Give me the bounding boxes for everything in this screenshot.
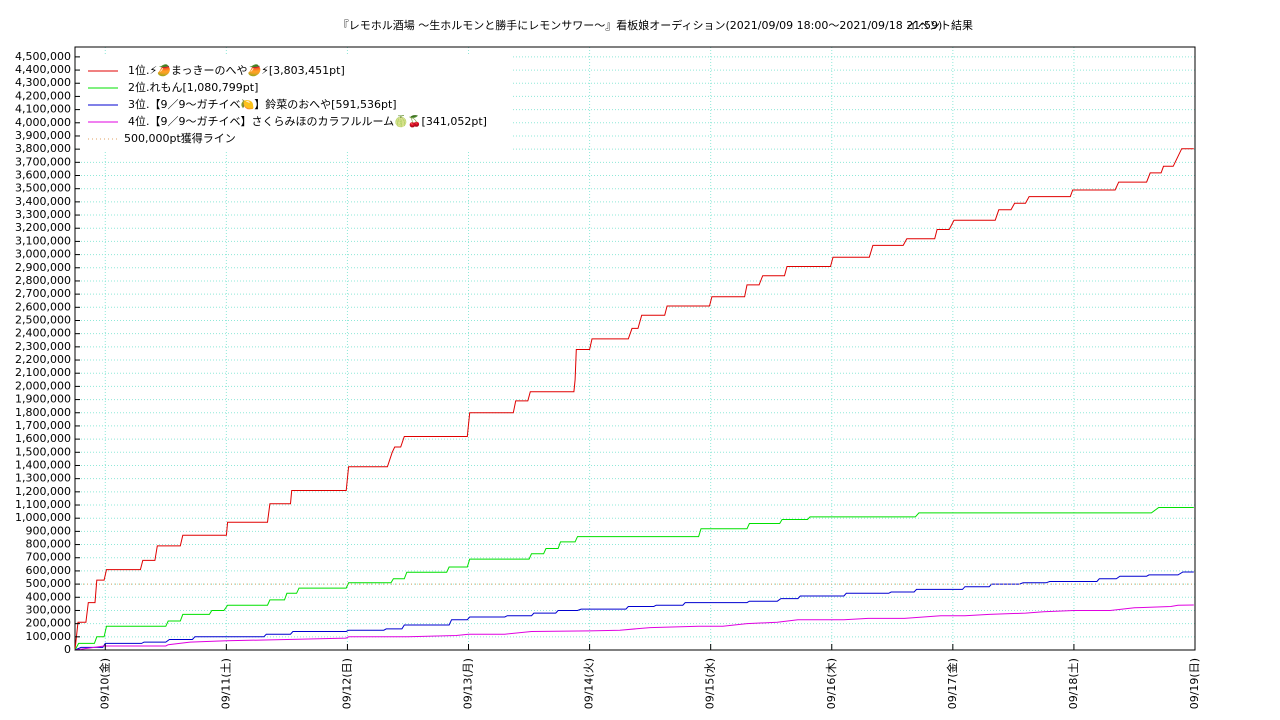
y-tick-label: 1,500,000 (15, 445, 71, 458)
y-tick-label: 0 (64, 643, 71, 656)
x-tick-label: 09/14(火) (583, 658, 596, 709)
y-tick-label: 3,400,000 (15, 195, 71, 208)
y-tick-label: 3,700,000 (15, 155, 71, 168)
y-tick-label: 2,900,000 (15, 261, 71, 274)
chart-title: 『レモホル酒場 ～生ホルモンと勝手にレモンサワー～』看板娘オーディション(202… (338, 18, 943, 32)
legend-box (80, 55, 513, 152)
x-tick-label: 09/10(金) (97, 658, 111, 709)
lines (74, 148, 1195, 651)
y-tick-label: 2,400,000 (15, 327, 71, 340)
y-tick-label: 200,000 (26, 617, 72, 630)
y-tick-label: 2,300,000 (15, 340, 71, 353)
y-tick-label: 2,100,000 (15, 366, 71, 379)
y-tick-label: 500,000 (26, 577, 72, 590)
y-tick-label: 3,100,000 (15, 234, 71, 247)
y-tick-label: 100,000 (26, 630, 72, 643)
y-tick-label: 4,500,000 (15, 50, 71, 63)
plot-frame (74, 46, 1196, 651)
y-tick-label: 1,200,000 (15, 485, 71, 498)
y-tick-label: 1,900,000 (15, 393, 71, 406)
y-tick-label: 2,700,000 (15, 287, 71, 300)
chart-subtitle: イベント結果 (907, 18, 973, 32)
y-tick-label: 1,000,000 (15, 511, 71, 524)
y-tick-label: 1,400,000 (15, 458, 71, 471)
y-tick-label: 2,200,000 (15, 353, 71, 366)
y-tick-label: 3,300,000 (15, 208, 71, 221)
legend-label: 1位.⚡🥭まっきーのへや🥭⚡[3,803,451pt] (128, 63, 345, 77)
y-tick-label: 4,300,000 (15, 76, 71, 89)
y-tick-label: 900,000 (26, 524, 72, 537)
y-tick-label: 2,600,000 (15, 300, 71, 313)
legend-label: 500,000pt獲得ライン (124, 132, 236, 145)
x-tick-label: 09/11(土) (219, 658, 232, 709)
legend-label: 3位.【9／9〜ガチイベ🍋】鈴菜のおへや[591,536pt] (128, 97, 397, 111)
x-tick-label: 09/17(金) (945, 658, 959, 709)
x-tick-label: 09/19(日) (1188, 658, 1201, 709)
series-line (74, 604, 1194, 651)
y-tick-label: 600,000 (26, 564, 72, 577)
legend-label: 4位.【9／9〜ガチイベ】さくらみほのカラフルルーム🍈🍒[341,052pt] (128, 114, 487, 128)
y-tick-label: 3,000,000 (15, 248, 71, 261)
y-tick-label: 2,500,000 (15, 313, 71, 326)
y-tick-label: 1,700,000 (15, 419, 71, 432)
y-tick-label: 3,500,000 (15, 182, 71, 195)
y-tick-label: 1,100,000 (15, 498, 71, 511)
x-tick-label: 09/16(木) (825, 658, 838, 709)
y-tick-label: 1,300,000 (15, 472, 71, 485)
y-tick-label: 4,100,000 (15, 103, 71, 116)
series-line (74, 571, 1194, 651)
y-tick-label: 2,800,000 (15, 274, 71, 287)
grid (75, 47, 1196, 651)
y-tick-label: 800,000 (26, 538, 72, 551)
series-line (74, 148, 1194, 651)
y-tick-label: 1,800,000 (15, 406, 71, 419)
legend-label: 2位.れもん[1,080,799pt] (128, 80, 258, 94)
x-tick-label: 09/15(水) (704, 658, 717, 709)
y-tick-label: 4,400,000 (15, 63, 71, 76)
y-tick-label: 3,200,000 (15, 221, 71, 234)
y-tick-label: 400,000 (26, 590, 72, 603)
y-tick-label: 1,600,000 (15, 432, 71, 445)
x-tick-label: 09/18(土) (1067, 658, 1080, 709)
legend: 1位.⚡🥭まっきーのへや🥭⚡[3,803,451pt] 2位.れもん[1,080,… (88, 63, 487, 145)
y-tick-label: 3,900,000 (15, 129, 71, 142)
y-tick-label: 3,600,000 (15, 169, 71, 182)
y-tick-label: 2,000,000 (15, 379, 71, 392)
y-tick-label: 4,000,000 (15, 116, 71, 129)
y-tick-label: 3,800,000 (15, 142, 71, 155)
y-tick-label: 4,200,000 (15, 89, 71, 102)
x-tick-label: 09/13(月) (462, 658, 475, 709)
y-tick-label: 700,000 (26, 551, 72, 564)
x-tick-label: 09/12(日) (340, 658, 353, 709)
series-line (74, 507, 1194, 651)
y-tick-label: 300,000 (26, 603, 72, 616)
